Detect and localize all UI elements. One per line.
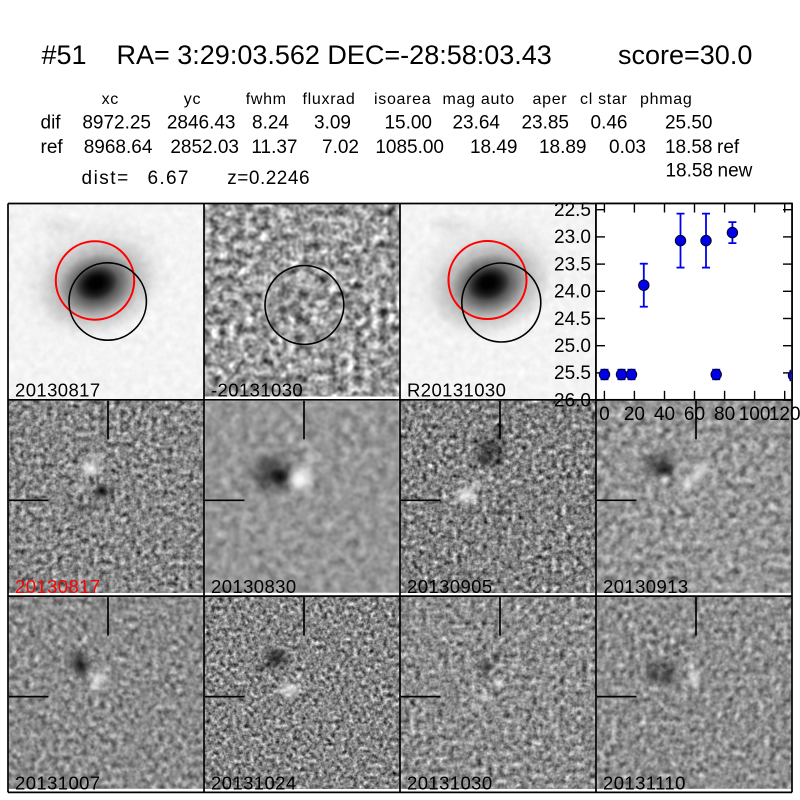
svg-text:25.5: 25.5 xyxy=(554,363,591,384)
svg-text:18.58: 18.58 xyxy=(665,137,713,158)
svg-text:fwhm: fwhm xyxy=(246,91,287,108)
svg-text:60: 60 xyxy=(684,404,705,425)
svg-text:RA= 3:29:03.562 DEC=-28:58:03.: RA= 3:29:03.562 DEC=-28:58:03.43 xyxy=(117,40,552,70)
svg-text:cl star: cl star xyxy=(580,91,628,108)
svg-text:3.09: 3.09 xyxy=(314,113,351,134)
svg-text:new: new xyxy=(718,161,753,182)
svg-text:20131024: 20131024 xyxy=(211,772,297,793)
svg-text:20131110: 20131110 xyxy=(603,772,686,793)
svg-text:6.67: 6.67 xyxy=(148,168,190,189)
svg-text:aper: aper xyxy=(533,91,568,108)
svg-text:23.5: 23.5 xyxy=(554,254,591,275)
svg-text:20130830: 20130830 xyxy=(211,576,297,597)
svg-text:20130905: 20130905 xyxy=(407,576,493,597)
svg-text:ref: ref xyxy=(717,137,740,158)
svg-text:20: 20 xyxy=(624,404,645,425)
svg-text:22.5: 22.5 xyxy=(554,200,591,221)
svg-text:20131030: 20131030 xyxy=(407,772,493,793)
svg-text:score=30.0: score=30.0 xyxy=(618,40,752,70)
svg-text:0: 0 xyxy=(599,404,610,425)
svg-text:25.50: 25.50 xyxy=(665,113,713,134)
svg-text:18.89: 18.89 xyxy=(539,137,587,158)
svg-text:7.02: 7.02 xyxy=(322,137,359,158)
svg-text:phmag: phmag xyxy=(640,91,692,108)
svg-text:8972.25: 8972.25 xyxy=(82,113,151,134)
svg-text:1085.00: 1085.00 xyxy=(375,137,444,158)
svg-text:fluxrad: fluxrad xyxy=(303,91,356,108)
svg-text:24.5: 24.5 xyxy=(554,309,591,330)
svg-text:15.00: 15.00 xyxy=(384,113,432,134)
svg-text:mag auto: mag auto xyxy=(443,91,515,108)
svg-text:8968.64: 8968.64 xyxy=(84,137,153,158)
svg-text:100: 100 xyxy=(739,404,771,425)
svg-text:xc: xc xyxy=(102,91,119,108)
svg-text:20130817: 20130817 xyxy=(15,576,101,597)
svg-text:8.24: 8.24 xyxy=(252,113,289,134)
svg-text:25.0: 25.0 xyxy=(554,336,591,357)
svg-text:23.64: 23.64 xyxy=(452,113,500,134)
svg-text:120: 120 xyxy=(769,404,800,425)
svg-text:20131007: 20131007 xyxy=(15,772,101,793)
svg-text:yc: yc xyxy=(184,91,201,108)
svg-text:dist=: dist= xyxy=(82,168,130,189)
svg-text:ref: ref xyxy=(41,137,64,158)
svg-text:dif: dif xyxy=(41,113,62,134)
svg-text:z=0.2246: z=0.2246 xyxy=(227,168,310,189)
svg-text:R20131030: R20131030 xyxy=(407,380,506,401)
svg-text:18.49: 18.49 xyxy=(470,137,518,158)
svg-text:40: 40 xyxy=(654,404,675,425)
svg-text:0.46: 0.46 xyxy=(591,113,628,134)
svg-text:isoarea: isoarea xyxy=(374,91,431,108)
svg-text:2852.03: 2852.03 xyxy=(170,137,239,158)
svg-text:-20131030: -20131030 xyxy=(211,380,303,401)
svg-text:0.03: 0.03 xyxy=(609,137,646,158)
svg-text:2846.43: 2846.43 xyxy=(167,113,236,134)
svg-text:80: 80 xyxy=(714,404,735,425)
svg-text:20130817: 20130817 xyxy=(15,380,101,401)
svg-text:18.58: 18.58 xyxy=(665,161,713,182)
svg-text:#51: #51 xyxy=(42,40,87,70)
svg-text:23.85: 23.85 xyxy=(521,113,569,134)
svg-text:11.37: 11.37 xyxy=(251,137,297,158)
svg-text:23.0: 23.0 xyxy=(554,227,591,248)
svg-text:24.0: 24.0 xyxy=(554,282,591,303)
svg-text:20130913: 20130913 xyxy=(603,576,689,597)
svg-text:26.0: 26.0 xyxy=(554,390,591,411)
